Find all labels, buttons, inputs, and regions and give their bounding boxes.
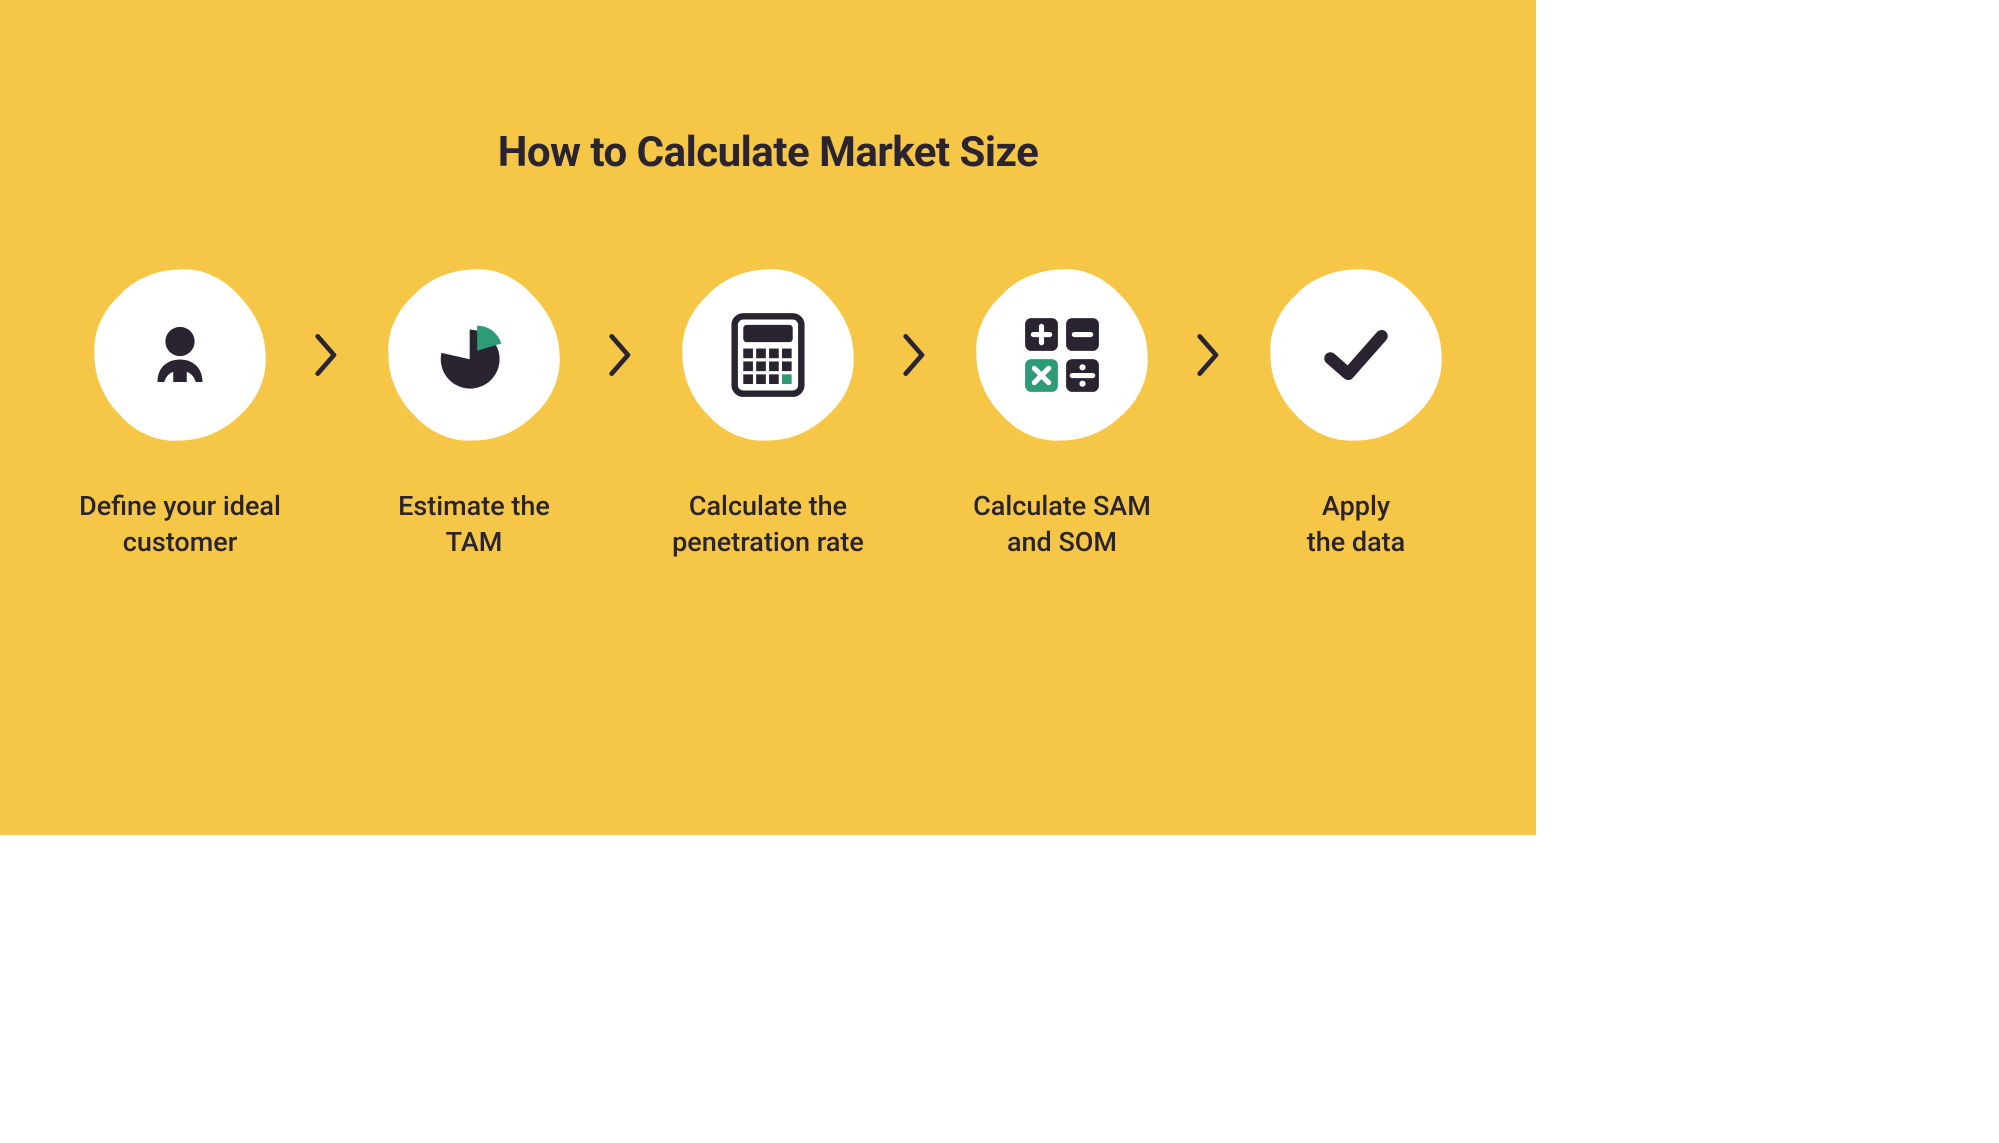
step: Calculate the penetration rate [648, 270, 888, 561]
steps-row: Define your ideal customer Estimate the … [60, 270, 1476, 561]
step-circle [683, 270, 853, 440]
step-label: Calculate SAM and SOM [973, 488, 1151, 561]
step: Calculate SAM and SOM [942, 270, 1182, 561]
step-circle [95, 270, 265, 440]
step-label: Estimate the TAM [398, 488, 550, 561]
step-label: Calculate the penetration rate [672, 488, 864, 561]
person-icon [144, 319, 216, 391]
chevron-right-icon [313, 331, 341, 379]
chevron-right-icon [1195, 331, 1223, 379]
title: How to Calculate Market Size [0, 128, 1536, 177]
calculator-icon [730, 312, 806, 398]
pie-chart-icon [432, 313, 516, 397]
step: Estimate the TAM [354, 270, 594, 561]
step-separator [601, 270, 641, 440]
check-icon [1317, 316, 1395, 394]
step-circle [389, 270, 559, 440]
canvas: How to Calculate Market Size Define your… [0, 0, 1999, 1143]
step-circle [977, 270, 1147, 440]
step: Apply the data [1236, 270, 1476, 561]
operators-icon [1021, 314, 1103, 396]
step-separator [1189, 270, 1229, 440]
step-separator [895, 270, 935, 440]
infographic-slide: How to Calculate Market Size Define your… [0, 0, 1536, 835]
step-separator [307, 270, 347, 440]
step-label: Define your ideal customer [79, 488, 281, 561]
chevron-right-icon [607, 331, 635, 379]
step-label: Apply the data [1307, 488, 1405, 561]
chevron-right-icon [901, 331, 929, 379]
step: Define your ideal customer [60, 270, 300, 561]
step-circle [1271, 270, 1441, 440]
